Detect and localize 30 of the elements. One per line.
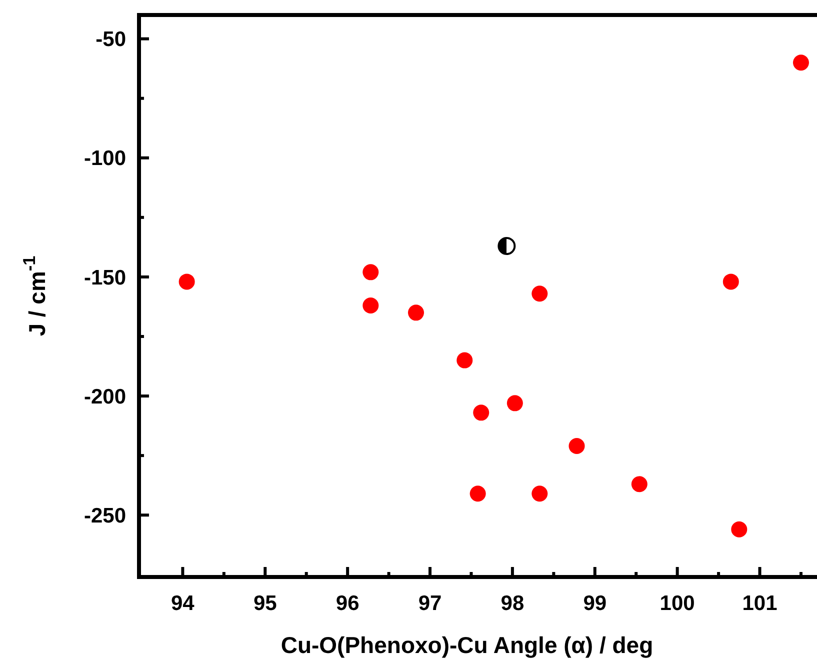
point [473,404,490,421]
x-axis-title: Cu-O(Phenoxo)-Cu Angle (α) / deg [280,632,654,658]
y-tick-label: -150 [84,266,126,290]
y-tick-label: -250 [84,504,126,528]
point [178,274,195,290]
y-tick-label: -200 [84,385,126,408]
point [362,264,379,280]
point [456,352,473,368]
point [631,476,648,492]
point [731,521,748,538]
point [498,236,516,255]
point [408,304,424,321]
point [568,438,585,454]
point [506,395,523,412]
point [470,486,486,502]
x-tick-label: 100 [660,592,695,615]
point [362,298,379,314]
y-tick-label: -100 [84,147,126,170]
x-tick-label: 94 [171,592,195,615]
y-tick-label: -50 [96,28,126,52]
point [722,274,739,290]
x-tick-label: 99 [583,592,607,615]
point [532,286,548,302]
x-tick-label: 95 [253,592,278,615]
x-tick-label: 101 [742,592,778,615]
point [532,486,548,502]
x-tick-label: 96 [336,592,360,615]
x-tick-label: 98 [500,592,524,615]
point [792,54,809,71]
x-tick-label: 97 [418,592,442,615]
